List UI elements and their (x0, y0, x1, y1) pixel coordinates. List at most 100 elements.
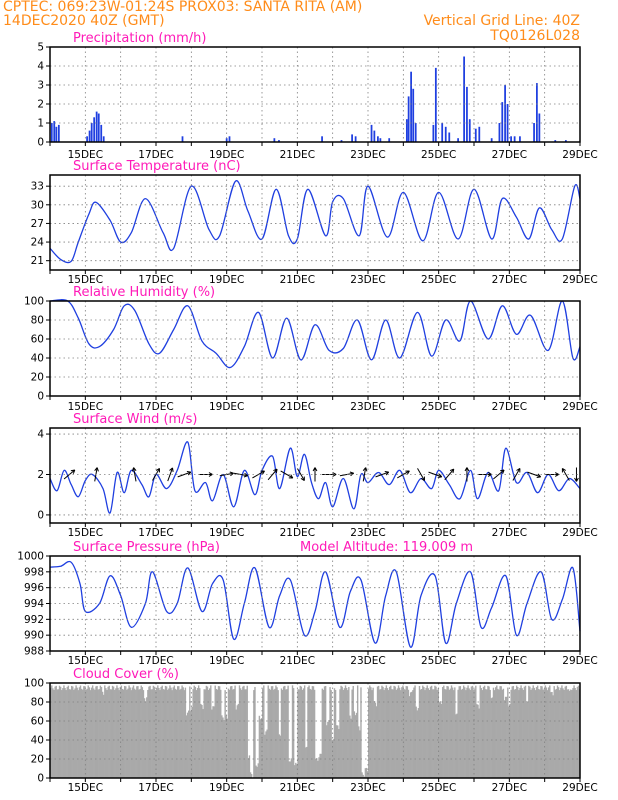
wind-arrow-head (561, 467, 567, 473)
cloud-bar (286, 689, 288, 778)
cloud-bar (98, 689, 100, 778)
wind-arrow-head (273, 468, 278, 474)
cloud-bar (370, 687, 372, 778)
cloud-bar (572, 688, 574, 778)
y-tick-label: 4 (37, 61, 44, 73)
cloud-bar (84, 686, 86, 778)
cloud-bar (132, 685, 135, 778)
cloud-bar (426, 685, 428, 778)
cloud-bar (379, 689, 381, 778)
cloud-bar (345, 687, 348, 778)
cloud-bar (185, 715, 188, 778)
cloud-bar (237, 703, 240, 778)
cloud-bar (330, 690, 332, 778)
cloud-bar (512, 685, 515, 778)
cloud-bar (55, 685, 57, 778)
y-tick-label: 990 (24, 630, 44, 642)
cloud-bar (474, 689, 476, 778)
cloud-bar (241, 689, 243, 778)
cloud-bar (76, 687, 78, 778)
x-tick-label: 27DEC (492, 401, 527, 413)
wind-arrow-head (300, 476, 305, 481)
cloud-bar (351, 689, 353, 778)
wind-arrow-head (449, 468, 455, 474)
cloud-bar (106, 690, 108, 778)
cloud-bar (131, 687, 134, 778)
cloud-bar (488, 686, 490, 778)
cloud-bar (265, 731, 267, 778)
cloud-bar (465, 690, 467, 778)
cloud-bar (369, 685, 371, 778)
cloud-bar (136, 686, 138, 778)
x-tick-label: 17DEC (138, 401, 173, 413)
cloud-bar (218, 686, 221, 778)
cloud-bar (217, 686, 220, 778)
precip-bar (434, 67, 437, 142)
cloud-bar (384, 688, 386, 778)
cloud-bar (297, 689, 299, 778)
cloud-bar (212, 706, 214, 778)
cloud-bar (100, 686, 103, 778)
cloud-bar (210, 685, 212, 778)
cloud-bar (528, 685, 530, 778)
cloud-bar (405, 686, 407, 778)
cloud-bar (381, 685, 383, 778)
wind-arrow-head (131, 467, 137, 472)
x-tick-label: 25DEC (421, 655, 456, 667)
cloud-bar (508, 706, 510, 778)
cloud-bar (411, 691, 413, 778)
temperature-line (49, 180, 581, 264)
y-tick-label: 3 (37, 80, 44, 92)
precip-bar (100, 124, 103, 142)
cloud-bar (541, 686, 543, 778)
humidity-frame (49, 300, 581, 397)
cloud-bar (201, 704, 203, 778)
cloud-bar (310, 689, 312, 778)
cloud-bar (51, 685, 53, 778)
cloud-bar (401, 687, 403, 778)
cloud-bar (165, 686, 168, 778)
cloud-bar (443, 685, 445, 778)
precip-bar (504, 85, 506, 142)
cloud-bar (538, 689, 540, 778)
precip-bar (340, 140, 343, 142)
cloud-bar (275, 685, 277, 778)
cloud-bar (348, 686, 350, 778)
cloud-bar (542, 689, 544, 778)
precip-bar (536, 83, 538, 142)
cloud-bar (169, 685, 171, 778)
cloud-bar (551, 691, 553, 778)
cloud-bar (393, 685, 395, 778)
cloud-bar (115, 688, 117, 778)
x-tick-label: 17DEC (138, 149, 173, 161)
precip-bar (97, 113, 100, 142)
cloud-bar (278, 734, 280, 778)
precip-bar (478, 126, 481, 142)
cloud-bar (409, 692, 412, 778)
precip-bar (519, 136, 521, 142)
cloud-bar (280, 688, 283, 778)
cloud-bar (337, 725, 339, 778)
cloud-bar (571, 690, 573, 778)
pressure-subtitle: Model Altitude: 119.009 m (300, 540, 473, 555)
x-tick-label: 23DEC (350, 274, 385, 286)
wind-arrow-head (574, 477, 579, 482)
cloud-bar (446, 685, 448, 778)
cloud-bar (322, 689, 325, 778)
cloud-bar (193, 685, 195, 778)
cloud-bar (567, 689, 570, 778)
cloud-bar (360, 687, 362, 778)
humidity-line (49, 299, 581, 369)
cloud-bar (282, 686, 285, 778)
cloud-bar (396, 688, 399, 778)
cloud-bar (553, 686, 555, 778)
cloud-bar (82, 689, 84, 778)
cloud-bar (565, 685, 568, 778)
cloud-bar (56, 689, 59, 778)
wind-arrow-head (332, 472, 337, 477)
cloud-bar (125, 686, 127, 778)
cloud-bar (295, 762, 297, 778)
cloud-bar (279, 735, 282, 778)
cloud-bar (209, 688, 211, 778)
cloud-bar (290, 758, 293, 778)
